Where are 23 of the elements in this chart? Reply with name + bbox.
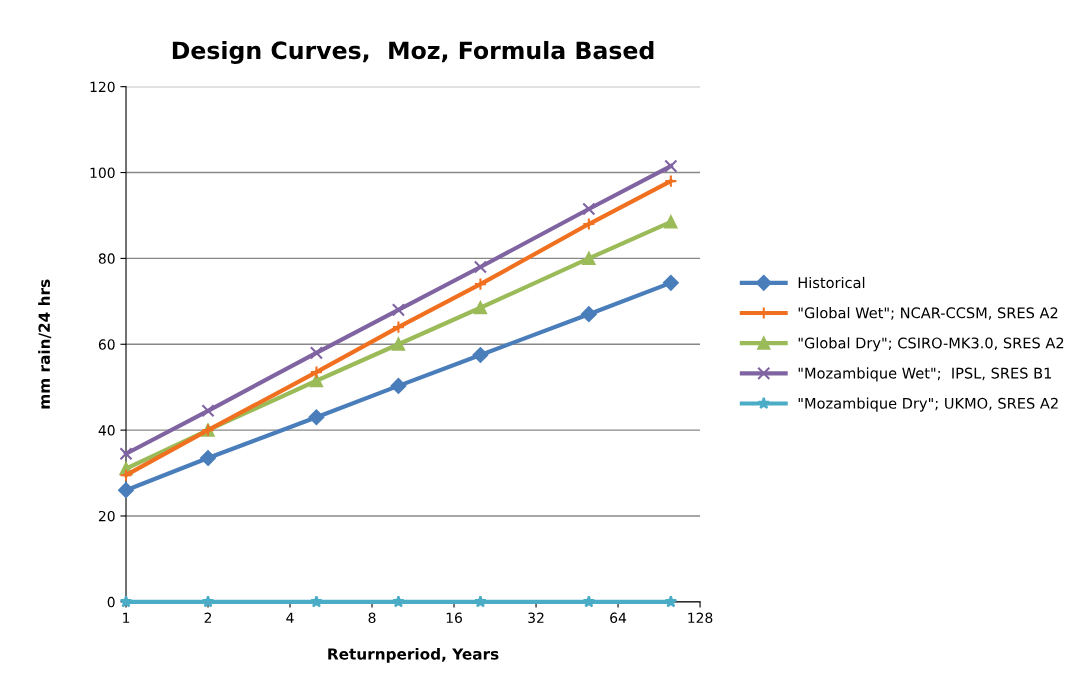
x-tick-label: 4 bbox=[286, 612, 294, 623]
x-tick-label: 128 bbox=[688, 612, 713, 624]
y-tick-label: 0 bbox=[107, 596, 115, 608]
legend-label: "Global Dry"; CSIRO-MK3.0, SRES A2 bbox=[798, 337, 1064, 352]
x-tick-label: 8 bbox=[368, 612, 376, 624]
x-tick-label: 64 bbox=[610, 612, 627, 624]
legend-label: "Global Wet"; NCAR-CCSM, SRES A2 bbox=[798, 307, 1058, 320]
legend-label: Historical bbox=[798, 276, 865, 289]
y-tick-label: 100 bbox=[90, 167, 115, 179]
x-tick-label: 32 bbox=[528, 612, 544, 624]
y-tick-label: 40 bbox=[98, 425, 115, 436]
legend-label: "Mozambique Dry"; UKMO, SRES A2 bbox=[798, 397, 1058, 412]
y-tick-label: 80 bbox=[98, 253, 115, 264]
x-axis-title: Returnperiod, Years bbox=[328, 647, 499, 663]
chart-title: Design Curves, Moz, Formula Based bbox=[172, 40, 654, 64]
y-tick-label: 120 bbox=[90, 81, 115, 93]
x-tick-label: 16 bbox=[446, 612, 462, 624]
x-tick-label: 1 bbox=[123, 612, 130, 623]
legend-label: "Mozambique Wet"; IPSL, SRES B1 bbox=[798, 367, 1052, 382]
x-tick-label: 2 bbox=[204, 612, 212, 623]
y-tick-label: 20 bbox=[98, 510, 115, 522]
y-tick-label: 60 bbox=[98, 339, 115, 350]
y-axis-title: mm rain/24 hrs bbox=[38, 279, 52, 409]
